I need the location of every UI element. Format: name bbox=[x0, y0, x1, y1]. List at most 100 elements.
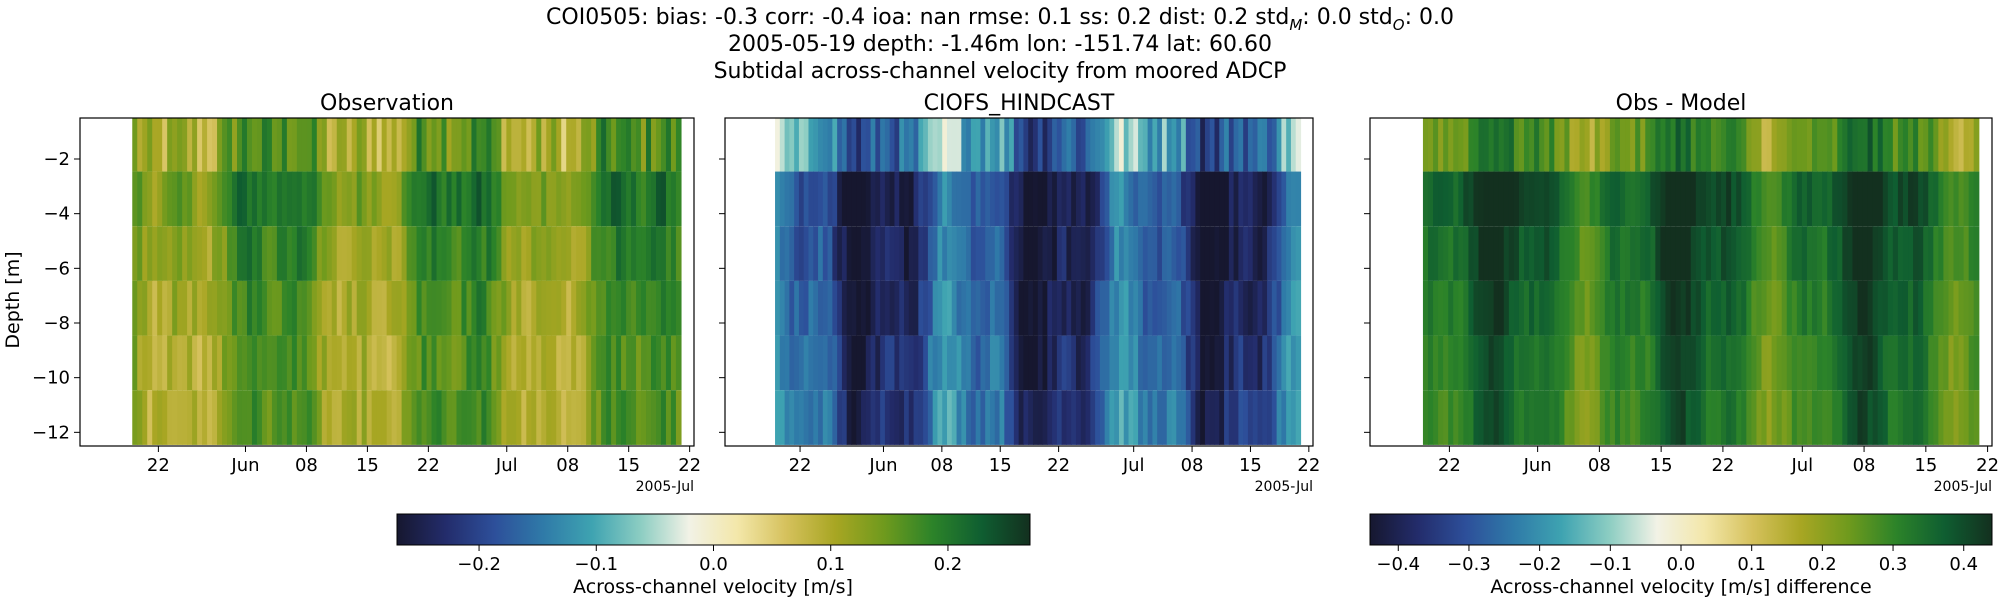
heatmap-cell bbox=[1635, 171, 1641, 227]
heatmap-cell bbox=[426, 390, 433, 445]
heatmap-cell bbox=[1483, 335, 1490, 391]
colorbar-tick-label: −0.1 bbox=[1588, 554, 1632, 575]
heatmap-cell bbox=[162, 171, 168, 227]
heatmap-cell bbox=[1534, 335, 1540, 391]
heatmap-cell bbox=[1080, 280, 1087, 336]
heatmap-cell bbox=[1118, 335, 1125, 391]
heatmap-cell bbox=[197, 390, 203, 445]
heatmap-cell bbox=[1746, 171, 1752, 227]
heatmap-cell bbox=[1630, 390, 1636, 445]
x-tick-label: 22 bbox=[1711, 455, 1734, 476]
heatmap-cell bbox=[1589, 118, 1596, 172]
heatmap-cell bbox=[341, 280, 348, 336]
heatmap-cell bbox=[306, 335, 313, 391]
heatmap-cell bbox=[366, 335, 373, 391]
heatmap-cell bbox=[481, 171, 488, 227]
heatmap-cell bbox=[1071, 280, 1077, 336]
heatmap-cell bbox=[779, 390, 786, 445]
heatmap-cell bbox=[1114, 280, 1120, 336]
heatmap-cell bbox=[356, 171, 363, 227]
heatmap-cell bbox=[1422, 335, 1429, 391]
heatmap-cell bbox=[301, 171, 308, 227]
colorbar-difference: −0.4 −0.3 −0.2 −0.1 0.0 0.1 0.2 0.3 0.4 Across-c… bbox=[1369, 513, 1993, 598]
heatmap-cell bbox=[1488, 171, 1495, 227]
heatmap-cell bbox=[611, 171, 617, 227]
heatmap-cell bbox=[784, 171, 790, 227]
heatmap-cell bbox=[1574, 335, 1581, 391]
heatmap-cell bbox=[172, 280, 178, 336]
heatmap-cell bbox=[966, 226, 972, 281]
heatmap-cell bbox=[1195, 335, 1201, 391]
heatmap-cell bbox=[1892, 335, 1899, 391]
heatmap-cell bbox=[1812, 390, 1818, 445]
heatmap-cell bbox=[904, 280, 910, 336]
heatmap-cell bbox=[316, 226, 323, 281]
heatmap-cell bbox=[446, 335, 453, 391]
heatmap-cell bbox=[913, 335, 919, 391]
heatmap-cell bbox=[217, 226, 223, 281]
heatmap-cell bbox=[985, 171, 991, 227]
heatmap-cell bbox=[889, 118, 896, 172]
heatmap-cell bbox=[1228, 280, 1235, 336]
heatmap-cell bbox=[227, 171, 233, 227]
heatmap-cell bbox=[1138, 118, 1144, 172]
heatmap-cell bbox=[1513, 335, 1520, 391]
heatmap-cell bbox=[1090, 280, 1096, 336]
heatmap-cell bbox=[526, 171, 532, 227]
heatmap-cell bbox=[222, 280, 228, 336]
heatmap-cell bbox=[371, 118, 378, 172]
heatmap-cell bbox=[1963, 118, 1970, 172]
heatmap-cell bbox=[1761, 171, 1768, 227]
heatmap-cell bbox=[1181, 390, 1187, 445]
heatmap-cell bbox=[1032, 280, 1039, 336]
heatmap-cell bbox=[1857, 118, 1864, 172]
heatmap-cell bbox=[1099, 118, 1106, 172]
heatmap-cell bbox=[1166, 171, 1173, 227]
heatmap-cell bbox=[187, 280, 193, 336]
heatmap-cell bbox=[202, 335, 208, 391]
heatmap-cell bbox=[1056, 390, 1063, 445]
heatmap-cell bbox=[1776, 280, 1783, 336]
heatmap-cell bbox=[1438, 226, 1444, 281]
heatmap-cell bbox=[406, 118, 413, 172]
heatmap-cell bbox=[386, 280, 393, 336]
heatmap-cell bbox=[956, 118, 962, 172]
plot-frame bbox=[79, 117, 695, 447]
heatmap-cell bbox=[1529, 118, 1535, 172]
heatmap-cell bbox=[837, 118, 843, 172]
heatmap-cell bbox=[1013, 171, 1020, 227]
heatmap-cell bbox=[1620, 171, 1626, 227]
heatmap-cell bbox=[341, 335, 348, 391]
heatmap-cell bbox=[1721, 171, 1727, 227]
heatmap-cell bbox=[1847, 171, 1854, 227]
heatmap-cell bbox=[371, 171, 378, 227]
heatmap-cell bbox=[1660, 390, 1667, 445]
heatmap-cell bbox=[837, 335, 843, 391]
heatmap-cell bbox=[1882, 390, 1889, 445]
heatmap-cell bbox=[1276, 171, 1282, 227]
heatmap-cell bbox=[251, 118, 258, 172]
heatmap-cell bbox=[646, 280, 652, 336]
heatmap-cell bbox=[596, 335, 602, 391]
heatmap-cell bbox=[1822, 171, 1828, 227]
heatmap-cell bbox=[1123, 118, 1130, 172]
heatmap-cell bbox=[1726, 390, 1732, 445]
heatmap-cell bbox=[1882, 280, 1889, 336]
heatmap-cell bbox=[291, 226, 298, 281]
heatmap-cell bbox=[1579, 226, 1586, 281]
heatmap-cell bbox=[1478, 171, 1485, 227]
heatmap-cell bbox=[1243, 390, 1249, 445]
heatmap-cell bbox=[256, 280, 263, 336]
heatmap-cell bbox=[411, 335, 418, 391]
heatmap-cell bbox=[1075, 226, 1082, 281]
heatmap-cell bbox=[386, 226, 393, 281]
heatmap-cell bbox=[1219, 390, 1225, 445]
heatmap-cell bbox=[1766, 390, 1773, 445]
heatmap-cell bbox=[1099, 226, 1106, 281]
heatmap-cell bbox=[1665, 171, 1672, 227]
heatmap-cell bbox=[651, 390, 657, 445]
heatmap-cell bbox=[167, 390, 173, 445]
heatmap-cell bbox=[551, 390, 557, 445]
heatmap-cell bbox=[416, 171, 423, 227]
x-offset-label: 2005-Jul bbox=[636, 479, 694, 495]
